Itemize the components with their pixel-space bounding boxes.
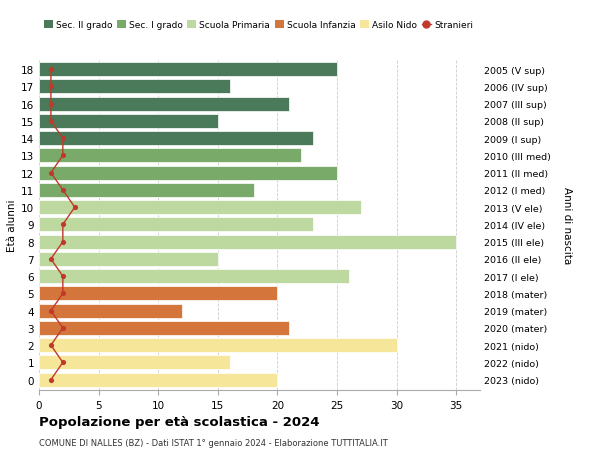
Text: Popolazione per età scolastica - 2024: Popolazione per età scolastica - 2024 xyxy=(39,415,320,428)
Point xyxy=(58,359,68,366)
Bar xyxy=(39,235,456,249)
Bar xyxy=(39,304,182,318)
Point xyxy=(58,325,68,332)
Point xyxy=(58,239,68,246)
Point xyxy=(58,152,68,160)
Bar xyxy=(39,97,289,112)
Point xyxy=(46,376,56,384)
Point xyxy=(58,135,68,143)
Bar xyxy=(39,184,254,197)
Bar xyxy=(39,321,289,335)
Point xyxy=(70,204,80,211)
Bar xyxy=(39,218,313,232)
Point xyxy=(58,187,68,194)
Point xyxy=(58,273,68,280)
Point xyxy=(46,118,56,125)
Text: COMUNE DI NALLES (BZ) - Dati ISTAT 1° gennaio 2024 - Elaborazione TUTTITALIA.IT: COMUNE DI NALLES (BZ) - Dati ISTAT 1° ge… xyxy=(39,438,388,448)
Point xyxy=(46,308,56,315)
Point xyxy=(46,84,56,91)
Bar xyxy=(39,166,337,180)
Point xyxy=(46,66,56,73)
Y-axis label: Anni di nascita: Anni di nascita xyxy=(562,186,572,263)
Bar xyxy=(39,356,230,369)
Point xyxy=(58,290,68,297)
Point xyxy=(46,101,56,108)
Bar xyxy=(39,201,361,215)
Point xyxy=(58,221,68,229)
Bar xyxy=(39,80,230,94)
Bar xyxy=(39,373,277,387)
Point xyxy=(46,341,56,349)
Bar xyxy=(39,115,218,129)
Legend: Sec. II grado, Sec. I grado, Scuola Primaria, Scuola Infanzia, Asilo Nido, Stran: Sec. II grado, Sec. I grado, Scuola Prim… xyxy=(44,21,473,30)
Bar xyxy=(39,338,397,353)
Point xyxy=(46,256,56,263)
Bar xyxy=(39,252,218,266)
Point xyxy=(46,170,56,177)
Bar xyxy=(39,269,349,284)
Bar xyxy=(39,132,313,146)
Bar xyxy=(39,63,337,77)
Bar xyxy=(39,287,277,301)
Bar xyxy=(39,149,301,163)
Y-axis label: Età alunni: Età alunni xyxy=(7,199,17,251)
